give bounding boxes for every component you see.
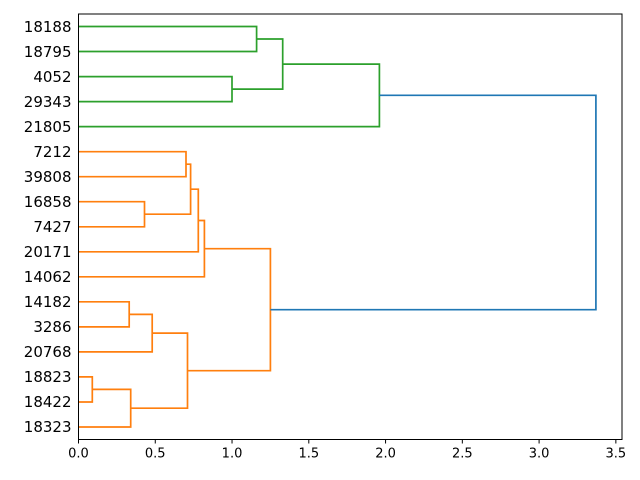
dendrogram-link	[144, 163, 192, 216]
leaf-label: 14182	[24, 293, 72, 311]
plot-border	[78, 13, 623, 440]
dendrogram-link	[78, 300, 131, 328]
leaf-label: 16858	[24, 193, 72, 211]
axes	[78, 13, 623, 444]
x-tick-label: 0.5	[145, 447, 166, 462]
leaf-label: 21805	[24, 118, 72, 136]
dendrogram-link	[78, 376, 94, 403]
axis-labels: 0.0 0.5 1.0 1.5 2.0 2.5 3.0 3.5 18188 18795 4052 29…	[24, 18, 626, 462]
leaf-label: 14062	[24, 268, 72, 286]
dendrogram-link	[130, 332, 189, 410]
x-tick-label: 2.0	[375, 447, 396, 462]
leaf-label: 18823	[24, 368, 72, 386]
leaf-label: 29343	[24, 93, 72, 111]
dendrogram-link	[78, 313, 154, 353]
dendrogram-link	[187, 247, 272, 372]
leaf-label: 18323	[24, 418, 72, 436]
dendrogram-link	[78, 25, 258, 53]
dendrogram-link	[78, 219, 206, 278]
leaf-label: 18795	[24, 43, 72, 61]
x-tick-label: 3.5	[606, 447, 627, 462]
dendrogram-link	[78, 200, 146, 228]
leaf-label: 7427	[33, 218, 71, 236]
leaf-label: 18188	[24, 18, 72, 36]
x-tick-label: 1.5	[298, 447, 319, 462]
dendrogram-link	[78, 150, 187, 178]
x-tick-label: 2.5	[452, 447, 473, 462]
leaf-label: 39808	[24, 168, 72, 186]
leaf-label: 20171	[24, 243, 72, 261]
dendrogram-link	[78, 388, 132, 428]
leaf-label: 7212	[33, 143, 71, 161]
x-tick-label: 3.0	[529, 447, 550, 462]
x-tick-label: 0.0	[68, 447, 89, 462]
leaf-label: 20768	[24, 343, 72, 361]
leaf-label: 4052	[33, 68, 71, 86]
dendrogram-link	[78, 188, 200, 253]
dendrogram-link	[78, 63, 381, 128]
leaf-label: 18422	[24, 393, 72, 411]
dendrogram-links	[78, 25, 597, 428]
x-tick-label: 1.0	[222, 447, 243, 462]
leaf-label: 3286	[33, 318, 71, 336]
dendrogram-link	[270, 94, 597, 311]
dendrogram-link	[78, 75, 233, 103]
